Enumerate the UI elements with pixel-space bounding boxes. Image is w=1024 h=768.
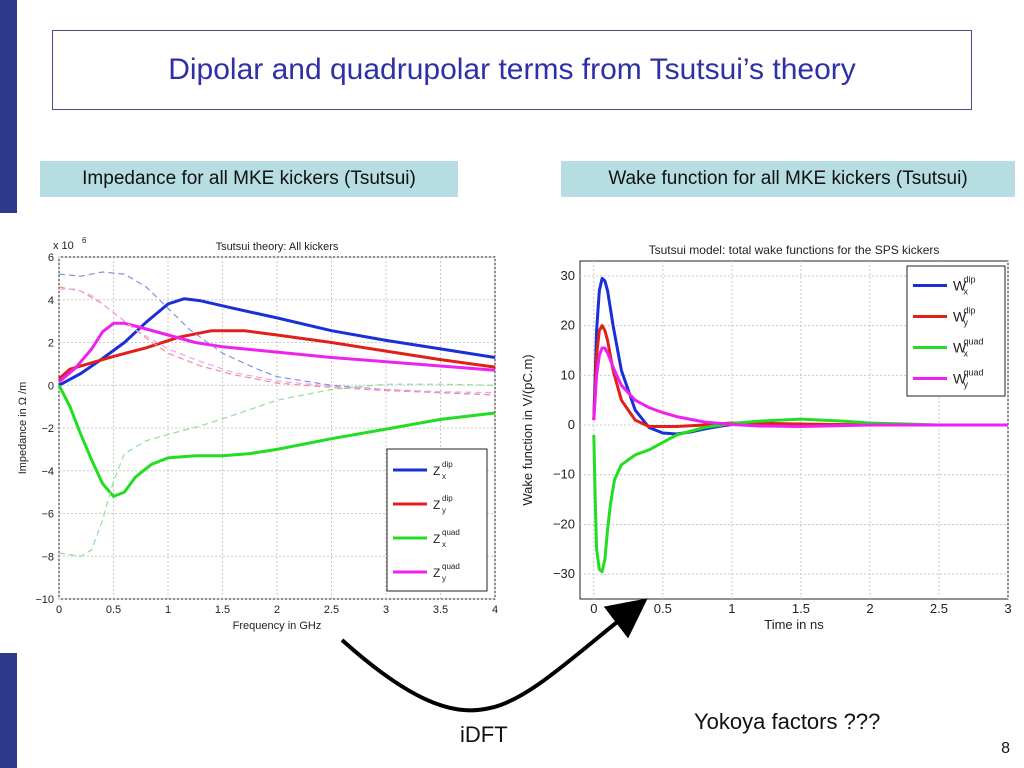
x-tick-label: 3 xyxy=(1004,601,1011,616)
legend-label-dip-y: Z xyxy=(433,498,440,512)
idft-label: iDFT xyxy=(460,722,508,747)
legend-box xyxy=(906,265,1006,397)
x-tick-label: 4 xyxy=(492,604,498,616)
slide-title: Dipolar and quadrupolar terms from Tsuts… xyxy=(168,53,856,86)
y-tick-label: −30 xyxy=(553,566,575,581)
legend-label-dip-x: W xyxy=(953,278,967,294)
y-multiplier: x 10 xyxy=(53,240,74,252)
y-tick-label: −6 xyxy=(41,509,54,521)
x-tick-label: 2 xyxy=(274,604,280,616)
legend-subscript: y xyxy=(442,574,446,583)
x-tick-label: 3 xyxy=(383,604,389,616)
y-tick-label: 20 xyxy=(561,318,575,333)
legend-superscript: quad xyxy=(442,562,460,571)
impedance-chart: 0 0.5 1 1.5 2 2.5 3 3.5 4 6 4 2 0 −2 −4 −6 −8 −10 Tsutsui … xyxy=(17,236,498,632)
legend-subscript: x xyxy=(964,287,969,297)
legend-label-quad-y: W xyxy=(953,371,967,387)
y-axis-label: Impedance in Ω /m xyxy=(17,382,29,475)
legend-subscript: x xyxy=(442,540,446,549)
side-bar-top xyxy=(0,0,17,213)
series-line-Z-quad-x xyxy=(57,384,496,498)
page-number: 8 xyxy=(1001,740,1010,757)
y-tick-label: 4 xyxy=(48,295,54,307)
caption-wake: Wake function for all MKE kickers (Tsuts… xyxy=(561,161,1015,197)
x-axis-label: Time in ns xyxy=(764,617,824,632)
series-line-W-quad-x xyxy=(592,417,1008,574)
x-tick-label: 1.5 xyxy=(215,604,230,616)
y-tick-label: −10 xyxy=(553,467,575,482)
x-tick-label: 0 xyxy=(56,604,62,616)
y-tick-label: −4 xyxy=(41,466,54,478)
x-tick-label: 3.5 xyxy=(433,604,448,616)
legend-box xyxy=(386,448,488,592)
legend-subscript: x xyxy=(442,472,446,481)
series-line-Z-dip-x xyxy=(58,297,496,387)
x-tick-label: 0.5 xyxy=(654,601,672,616)
legend-subscript: y xyxy=(442,506,446,515)
y-tick-label: −10 xyxy=(35,594,54,606)
legend-superscript: quad xyxy=(964,337,984,347)
y-tick-label: 0 xyxy=(568,417,575,432)
x-tick-label: 0 xyxy=(590,601,597,616)
side-bar-bottom xyxy=(0,653,17,768)
x-tick-label: 2 xyxy=(866,601,873,616)
dashed-series-line xyxy=(58,383,496,557)
legend-label-quad-x: W xyxy=(953,340,967,356)
y-tick-label: 0 xyxy=(48,380,54,392)
idft-arrow xyxy=(340,598,648,713)
legend-superscript: dip xyxy=(964,275,976,285)
series-line-W-quad-y xyxy=(592,346,1008,428)
y-tick-label: 6 xyxy=(48,252,54,264)
series-line-Z-dip-y xyxy=(58,329,496,380)
y-tick-label: −20 xyxy=(553,516,575,531)
legend-superscript: quad xyxy=(964,368,984,378)
caption-impedance: Impedance for all MKE kickers (Tsutsui) xyxy=(40,161,458,197)
chart-title: Tsutsui theory: All kickers xyxy=(216,241,339,253)
legend-subscript: y xyxy=(964,318,969,328)
legend-superscript: dip xyxy=(442,494,453,503)
x-tick-label: 2.5 xyxy=(930,601,948,616)
legend-superscript: dip xyxy=(964,306,976,316)
title-box: Dipolar and quadrupolar terms from Tsuts… xyxy=(52,30,972,110)
series-line-W-dip-y xyxy=(592,324,1008,428)
legend-label-dip-x: Z xyxy=(433,464,440,478)
legend-subscript: y xyxy=(964,380,969,390)
x-tick-label: 2.5 xyxy=(324,604,339,616)
y-tick-label: 10 xyxy=(561,367,575,382)
x-tick-label: 1.5 xyxy=(792,601,810,616)
x-tick-label: 1 xyxy=(728,601,735,616)
y-tick-label: −8 xyxy=(41,551,54,563)
wake-chart: 0 0.5 1 1.5 2 2.5 3 30 20 10 0 −10 −20 −30 Tsutsui mod… xyxy=(520,243,1012,632)
legend-subscript: x xyxy=(964,349,969,359)
series-line-Z-quad-y xyxy=(58,321,496,384)
y-tick-label: 30 xyxy=(561,268,575,283)
legend-superscript: dip xyxy=(442,460,453,469)
legend-label-dip-y: W xyxy=(953,309,967,325)
legend-label-quad-x: Z xyxy=(433,532,440,546)
x-tick-label: 1 xyxy=(165,604,171,616)
yokoya-note: Yokoya factors ??? xyxy=(694,709,881,734)
y-tick-label: −2 xyxy=(41,423,54,435)
dashed-series-line xyxy=(59,288,496,394)
legend-superscript: quad xyxy=(442,528,460,537)
y-exponent: 6 xyxy=(82,236,87,245)
y-tick-label: 2 xyxy=(48,338,54,350)
chart-title: Tsutsui model: total wake functions for … xyxy=(649,243,940,257)
x-tick-label: 0.5 xyxy=(106,604,121,616)
x-axis-label: Frequency in GHz xyxy=(233,620,322,632)
legend-label-quad-y: Z xyxy=(433,566,440,580)
dashed-series-line xyxy=(58,286,496,396)
y-axis-label: Wake function in V/(pC.m) xyxy=(520,354,535,505)
